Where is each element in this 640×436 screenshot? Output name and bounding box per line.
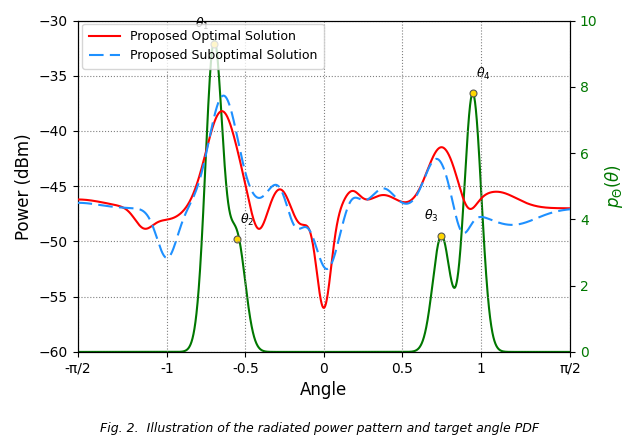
- Proposed Optimal Solution: [504, 191, 511, 197]
- Proposed Optimal Solution: [218, 109, 226, 114]
- Proposed Optimal Solution: [284, 197, 292, 202]
- Proposed Suboptimal Solution: [323, 266, 331, 272]
- Legend: Proposed Optimal Solution, Proposed Suboptimal Solution: Proposed Optimal Solution, Proposed Subo…: [83, 24, 324, 68]
- Proposed Optimal Solution: [566, 206, 574, 211]
- Proposed Optimal Solution: [263, 213, 271, 218]
- Proposed Optimal Solution: [74, 197, 81, 202]
- Proposed Suboptimal Solution: [74, 200, 81, 205]
- Text: $\theta_2$: $\theta_2$: [240, 211, 254, 228]
- Proposed Optimal Solution: [557, 206, 564, 211]
- Proposed Suboptimal Solution: [220, 93, 227, 98]
- Proposed Optimal Solution: [159, 218, 167, 223]
- Proposed Suboptimal Solution: [504, 222, 511, 227]
- Text: $\theta_3$: $\theta_3$: [424, 208, 438, 225]
- X-axis label: Angle: Angle: [300, 381, 348, 399]
- Line: Proposed Suboptimal Solution: Proposed Suboptimal Solution: [77, 95, 570, 269]
- Proposed Suboptimal Solution: [159, 252, 167, 257]
- Y-axis label: $p_{\Theta}(\theta)$: $p_{\Theta}(\theta)$: [603, 164, 625, 208]
- Proposed Suboptimal Solution: [557, 208, 564, 213]
- Proposed Suboptimal Solution: [130, 206, 138, 211]
- Proposed Suboptimal Solution: [566, 207, 574, 212]
- Text: $\theta_4$: $\theta_4$: [476, 66, 490, 82]
- Text: Fig. 2.  Illustration of the radiated power pattern and target angle PDF: Fig. 2. Illustration of the radiated pow…: [100, 422, 540, 435]
- Text: $\theta_1$: $\theta_1$: [195, 16, 209, 32]
- Proposed Optimal Solution: [130, 215, 138, 220]
- Proposed Suboptimal Solution: [263, 190, 271, 195]
- Proposed Optimal Solution: [320, 305, 328, 310]
- Y-axis label: Power (dBm): Power (dBm): [15, 133, 33, 239]
- Line: Proposed Optimal Solution: Proposed Optimal Solution: [77, 111, 570, 308]
- Proposed Suboptimal Solution: [284, 206, 292, 211]
